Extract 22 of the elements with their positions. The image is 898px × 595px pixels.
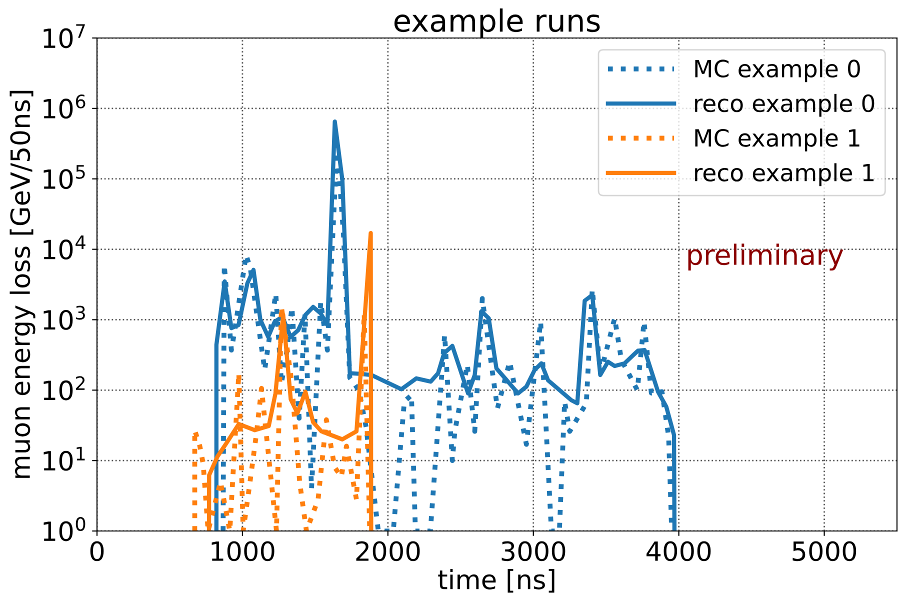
y-axis-title: muon energy loss [GeV/50ns] (10, 90, 36, 478)
x-tick-label: 5000 (792, 541, 856, 562)
y-tick-label: 10$^{3}$ (44, 306, 85, 330)
legend-label: reco example 0 (695, 94, 874, 117)
x-axis-title: time [ns] (438, 569, 554, 593)
legend-label: MC example 1 (695, 128, 860, 152)
chart-title: example runs (394, 8, 600, 38)
y-tick-label: 10$^{1}$ (44, 446, 85, 471)
y-tick-label: 10$^{5}$ (44, 165, 85, 190)
y-tick-label: 10$^{4}$ (44, 236, 86, 260)
x-tick-label: 1000 (212, 541, 274, 562)
legend-label: reco example 1 (695, 163, 874, 186)
x-tick-label: 4000 (646, 541, 711, 562)
legend-label: MC example 0 (695, 59, 860, 82)
y-tick-label: 10$^{6}$ (44, 94, 86, 119)
y-tick-label: 10$^{2}$ (44, 376, 85, 400)
x-tick-label: 3000 (502, 541, 566, 562)
y-tick-label: 10$^{7}$ (44, 24, 85, 48)
annotation: preliminary (688, 244, 844, 271)
x-tick-label: 0 (90, 541, 104, 562)
y-tick-label: 10$^{0}$ (44, 517, 86, 542)
x-tick-label: 2000 (356, 541, 420, 562)
